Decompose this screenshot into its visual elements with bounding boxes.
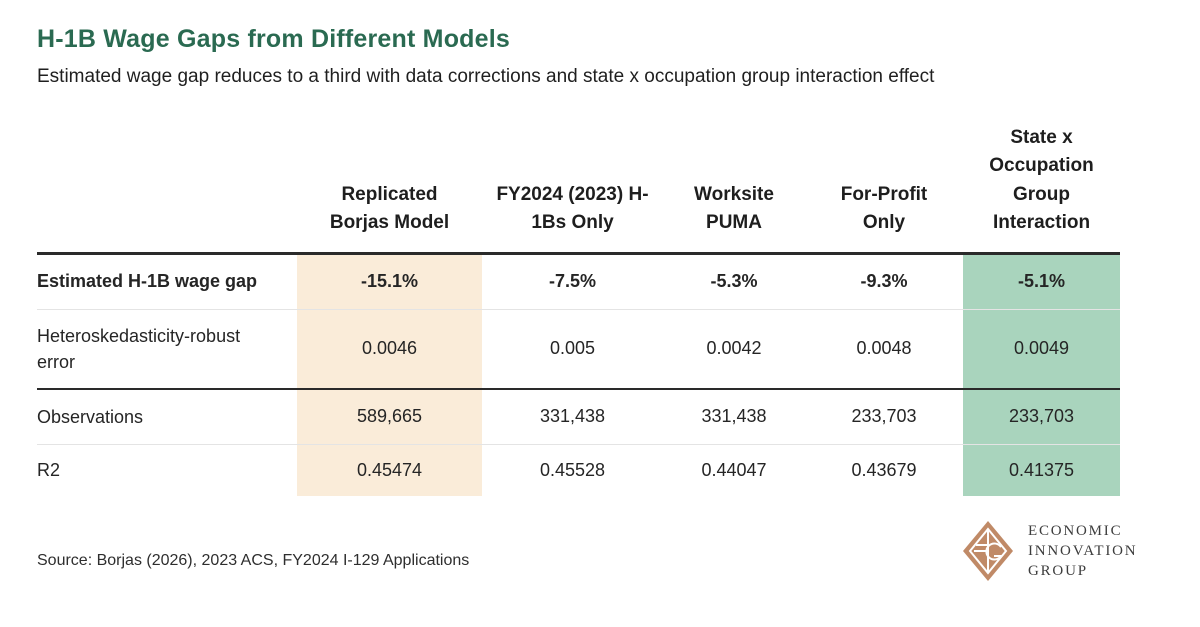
table-cell: 0.0042 — [663, 309, 805, 390]
table-cell: 331,438 — [482, 389, 663, 445]
table-cell: -7.5% — [482, 253, 663, 310]
table-cell: 589,665 — [297, 389, 482, 445]
wage-gap-table: Replicated Borjas Model FY2024 (2023) H-… — [37, 118, 1120, 496]
eig-logo-line3: GROUP — [1028, 563, 1088, 579]
page-title: H-1B Wage Gaps from Different Models — [37, 25, 510, 53]
header-row: Replicated Borjas Model FY2024 (2023) H-… — [37, 118, 1120, 255]
table-row-robust-error: Heteroskedasticity-robust error 0.0046 0… — [37, 309, 1120, 390]
table-cell: -9.3% — [805, 253, 963, 310]
table-cell: -15.1% — [297, 253, 482, 310]
table-cell: 0.0046 — [297, 309, 482, 390]
row-label: R2 — [37, 460, 61, 481]
table-cell: 233,703 — [805, 389, 963, 445]
table-cell: 0.43679 — [851, 459, 917, 480]
table-cell: -5.3% — [663, 253, 805, 310]
column-header-worksite-puma: Worksite PUMA — [663, 118, 805, 255]
table-cell: 0.0048 — [805, 309, 963, 390]
column-header-state-occupation-interaction: State x Occupation Group Interaction — [963, 118, 1120, 255]
column-header-for-profit-only: For-Profit Only — [805, 118, 963, 255]
row-label: Heteroskedasticity-robust error — [37, 309, 297, 390]
header-empty-cell — [37, 118, 297, 255]
source-note: Source: Borjas (2026), 2023 ACS, FY2024 … — [37, 552, 470, 569]
eig-logo-line1: ECONOMIC — [1028, 523, 1123, 539]
column-header-replicated-borjas-model: Replicated Borjas Model — [297, 118, 482, 255]
column-header-fy2024-h1bs-only: FY2024 (2023) H-1Bs Only — [482, 118, 663, 255]
table-cell: -5.1% — [963, 253, 1120, 310]
eig-diamond-icon — [963, 521, 1013, 581]
table-row-r2: R2 0.45474 0.45528 0.44047 0.43679 0.413… — [37, 444, 1120, 496]
table-cell: 0.44047 — [701, 459, 767, 480]
row-label: Estimated H-1B wage gap — [37, 253, 297, 310]
eig-logo: ECONOMIC INNOVATION GROUP — [962, 520, 1137, 582]
table-cell: 0.45474 — [297, 444, 482, 496]
page-subtitle: Estimated wage gap reduces to a third wi… — [37, 66, 935, 87]
eig-logo-text: ECONOMIC INNOVATION GROUP — [1028, 521, 1137, 581]
table-cell: 0.0049 — [963, 309, 1120, 390]
table-cell: 331,438 — [663, 389, 805, 445]
table-cell: 0.45528 — [539, 459, 606, 480]
table-cell: 233,703 — [963, 389, 1120, 445]
eig-logo-line2: INNOVATION — [1028, 543, 1138, 559]
table-cell: 0.41375 — [963, 444, 1120, 496]
table-row-wage-gap: Estimated H-1B wage gap -15.1% -7.5% -5.… — [37, 253, 1120, 310]
table-cell: 0.005 — [482, 309, 663, 390]
row-label: Observations — [37, 389, 297, 445]
table-row-observations: Observations 589,665 331,438 331,438 233… — [37, 389, 1120, 445]
